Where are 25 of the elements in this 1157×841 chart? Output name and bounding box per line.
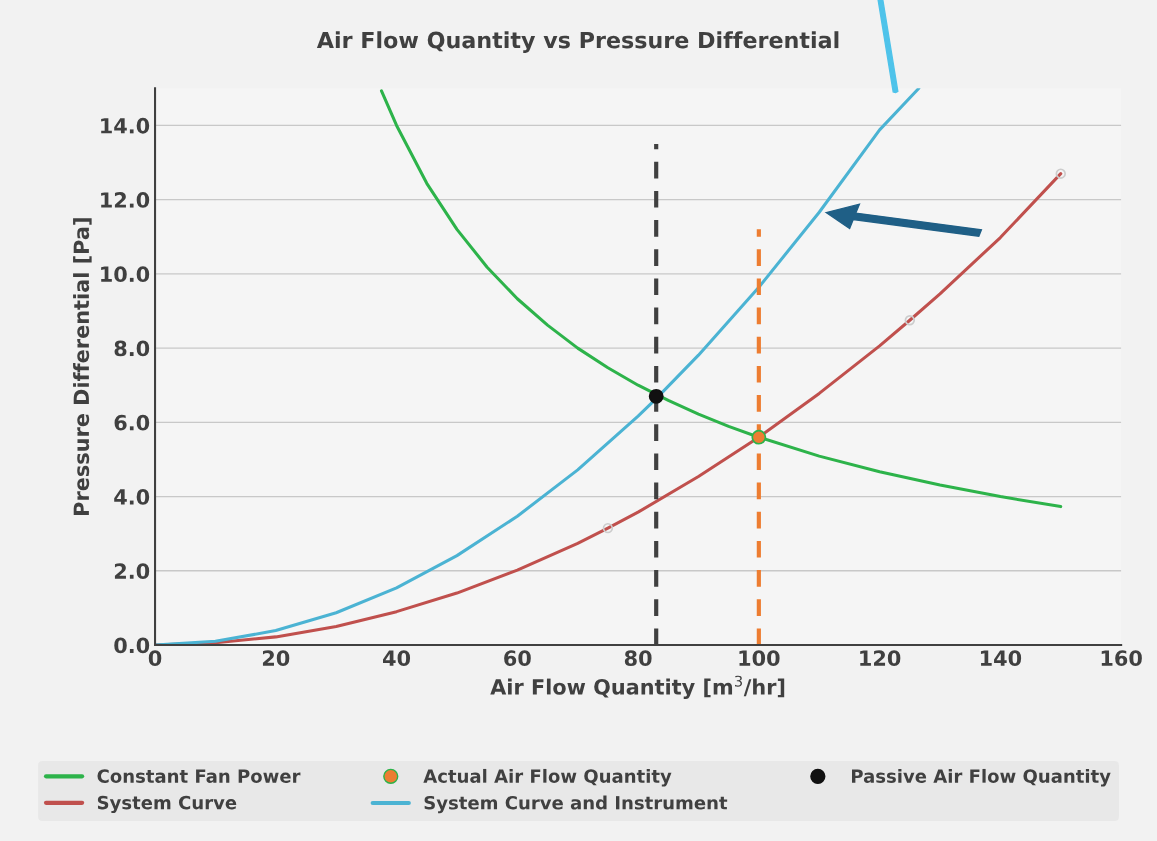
y-tick-label: 14.0 [101,117,150,134]
y-tick-label: 6.0 [114,414,150,431]
y-tick-label: 2.0 [114,563,150,580]
x-tick-label: 60 [504,650,531,667]
x-tick-label: 0 [148,650,162,667]
x-tick-label: 140 [980,650,1022,667]
legend-label: Constant Fan Power [97,769,301,783]
y-tick-label: 10.0 [101,266,150,283]
y-tick-label: 0.0 [114,637,150,654]
legend-label: Actual Air Flow Quantity [423,768,672,787]
legend-label: Passive Air Flow Quantity [852,768,1111,787]
x-tick-label: 80 [624,650,652,667]
x-tick-label: 20 [262,650,290,667]
x-tick-label: 100 [739,650,780,667]
x-tick-label: 160 [1101,650,1142,667]
chart-title: Air Flow Quantity vs Pressure Differential [316,31,839,53]
y-tick-label: 8.0 [114,340,150,357]
y-tick-label: 12.0 [101,192,150,208]
legend-label: System Curve [97,795,237,814]
x-tick-label: 120 [860,650,901,667]
y-axis-title: Pressure Differential [Pa] [73,218,92,515]
legend-label: System Curve and Instrument [424,795,728,814]
y-tick-label: 4.0 [114,489,150,505]
x-tick-label: 40 [383,650,411,667]
x-axis-title: Air Flow Quantity [m$^{3}$/hr] [490,675,785,699]
